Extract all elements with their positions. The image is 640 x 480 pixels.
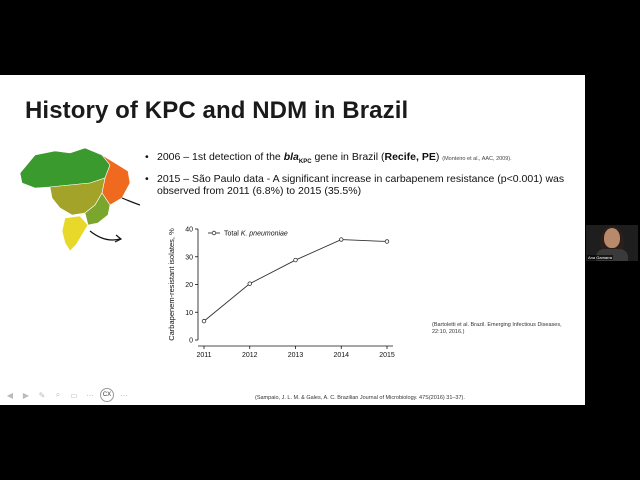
map-pointer-arrow-top xyxy=(121,197,140,206)
data-point xyxy=(293,257,298,263)
search-icon[interactable]: ⌕ xyxy=(55,390,61,399)
bullet-text-pre: 2006 – 1st detection of the xyxy=(157,151,284,163)
source-citation: (Sampaio, J. L. M. & Gales, A. C. Brazil… xyxy=(255,395,465,401)
next-icon[interactable]: ▶ xyxy=(22,390,30,400)
map-pointer-arrow xyxy=(89,230,121,241)
legend-label: Total K. pneumoniae xyxy=(224,231,288,238)
slide: History of KPC and NDM in Brazil • 2006 … xyxy=(0,75,585,405)
y-tick-label: 40 xyxy=(185,227,193,234)
slides-icon[interactable]: ▭ xyxy=(70,390,78,400)
options-icon[interactable]: ⋯ xyxy=(120,390,128,400)
slide-title: History of KPC and NDM in Brazil xyxy=(25,97,409,124)
y-tick-label: 20 xyxy=(185,282,193,289)
map-northeast-region xyxy=(101,154,131,206)
x-tick-label: 2012 xyxy=(242,352,258,359)
video-thumbnail[interactable]: Ana Gamarra xyxy=(586,225,638,261)
bullet-list: • 2006 – 1st detection of the blaKPC gen… xyxy=(145,151,575,202)
bullet-citation: (Monteiro et al., AAC, 2009). xyxy=(442,156,512,162)
y-tick-label: 10 xyxy=(185,310,193,317)
y-axis-label: Carbapenem-resistant isolates, % xyxy=(167,228,176,341)
bullet-text: 2015 – São Paulo data - A significant in… xyxy=(157,173,565,198)
legend-marker xyxy=(211,230,217,236)
data-point xyxy=(384,239,390,244)
map-southeast-region xyxy=(84,192,111,226)
previous-icon[interactable]: ◀ xyxy=(6,390,14,400)
bullet-dot: • xyxy=(145,151,149,163)
x-tick-label: 2011 xyxy=(196,352,211,359)
bullet-item: • 2015 – São Paulo data - A significant … xyxy=(145,173,575,197)
bullet-text-post: ) xyxy=(435,151,443,163)
series-line xyxy=(203,239,388,322)
bullet-text-location: Recife, PE xyxy=(384,151,436,163)
cx-button[interactable]: CX xyxy=(100,388,114,402)
map-south-region xyxy=(61,215,89,252)
gene-name: blaKPC xyxy=(283,151,312,166)
participant-name: Ana Gamarra xyxy=(587,255,614,260)
map-pointer-arrowhead xyxy=(114,234,123,243)
y-tick-label: 30 xyxy=(185,254,193,261)
brazil-map-image xyxy=(19,147,140,252)
x-tick-label: 2014 xyxy=(333,352,349,359)
slide-toolbar: ◀ ▶ ✎ ⌕ ▭ ⋯ CX ⋯ xyxy=(4,388,130,402)
x-tick-label: 2013 xyxy=(288,352,304,359)
pen-icon[interactable]: ✎ xyxy=(38,390,46,400)
bullet-dot: • xyxy=(145,173,149,186)
person-face xyxy=(604,228,620,248)
bullet-text-mid: gene in Brazil ( xyxy=(311,151,385,163)
more-icon[interactable]: ⋯ xyxy=(86,390,94,400)
data-point xyxy=(201,318,207,324)
y-tick-label: 0 xyxy=(189,338,193,345)
data-point xyxy=(339,237,344,242)
data-point xyxy=(247,281,252,286)
chart-citation: (Bartoletti et al. Brazil. Emerging Infe… xyxy=(432,322,562,335)
x-tick-label: 2015 xyxy=(379,352,395,359)
bullet-item: • 2006 – 1st detection of the blaKPC gen… xyxy=(145,151,575,168)
line-chart: 0 10 20 30 40 2011 2012 2013 2014 2015 Carbapenem-… xyxy=(167,227,395,360)
